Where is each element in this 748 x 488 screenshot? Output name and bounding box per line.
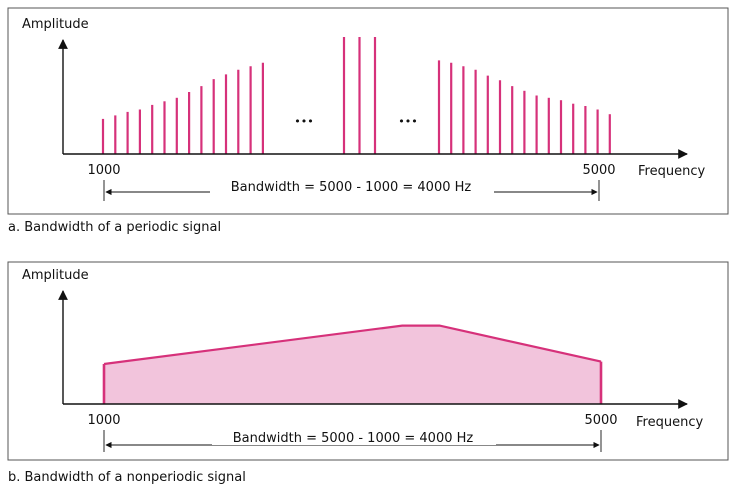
panel-b-spectrum-outline bbox=[103, 324, 602, 366]
panel-a-x-label: Frequency bbox=[638, 164, 705, 179]
panel-a-frame bbox=[7, 7, 729, 215]
panel-a-y-label: Amplitude bbox=[22, 17, 89, 32]
panel-b-bandwidth-text: Bandwidth = 5000 - 1000 = 4000 Hz bbox=[233, 431, 474, 446]
panel-b-y-label: Amplitude bbox=[22, 268, 89, 283]
panel-b-bw-text-bg bbox=[212, 431, 496, 445]
panel-a-ellipsis-right: ••• bbox=[398, 115, 417, 128]
panel-periodic: Amplitude ••• ••• 1000 5000 Frequency Ba… bbox=[7, 7, 729, 215]
panel-a-x-start-label: 1000 bbox=[87, 163, 120, 178]
panel-b-x-label: Frequency bbox=[636, 415, 703, 430]
panel-b-frame bbox=[7, 261, 729, 461]
panel-nonperiodic: Amplitude 1000 5000 Frequency Bandwidth … bbox=[7, 261, 729, 461]
panel-a-spectrum-lines bbox=[101, 37, 611, 154]
panel-b-x-end-label: 5000 bbox=[584, 413, 617, 428]
panel-a-x-end-label: 5000 bbox=[582, 163, 615, 178]
panel-b-caption: b. Bandwidth of a nonperiodic signal bbox=[8, 470, 246, 484]
panel-a-ellipsis-left: ••• bbox=[294, 115, 313, 128]
panel-a-bw-text-bg bbox=[210, 180, 494, 194]
panel-a-caption: a. Bandwidth of a periodic signal bbox=[8, 220, 221, 235]
panel-a-bandwidth-text: Bandwidth = 5000 - 1000 = 4000 Hz bbox=[231, 180, 472, 195]
panel-b-x-start-label: 1000 bbox=[87, 413, 120, 428]
panel-b-spectrum-area bbox=[104, 325, 601, 404]
